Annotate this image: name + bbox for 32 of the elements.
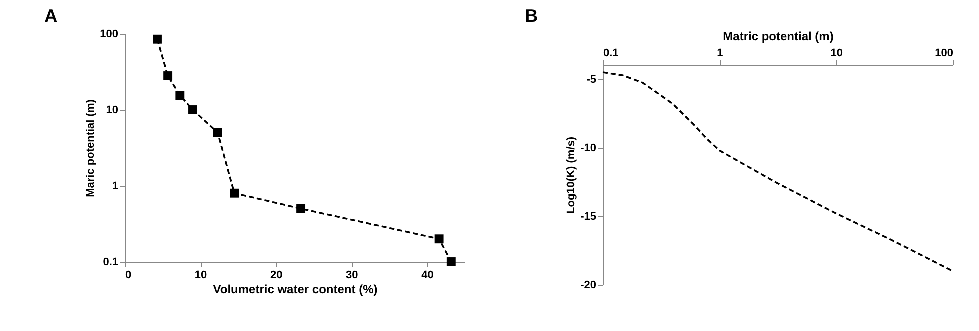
chart-title: B xyxy=(525,6,538,26)
point xyxy=(213,128,222,138)
chart-title: A xyxy=(44,6,58,26)
y-tick-label: -20 xyxy=(580,280,596,292)
y-tick-label: 0.1 xyxy=(103,256,118,268)
x-axis-title: Volumetric water content (%) xyxy=(213,282,378,296)
y-tick-label: 100 xyxy=(100,28,118,40)
point xyxy=(446,258,456,266)
point xyxy=(230,188,240,198)
x-tick-label: 1 xyxy=(717,48,724,60)
point xyxy=(434,234,444,244)
x-tick-label: 0 xyxy=(126,270,132,282)
x-axis-title: Matric potential (m) xyxy=(723,30,834,44)
point xyxy=(164,72,173,80)
point xyxy=(176,91,185,100)
y-axis-title: Log10(K) (m/s) xyxy=(566,136,578,214)
x-tick-label: 40 xyxy=(422,270,434,282)
x-tick-label: 20 xyxy=(270,270,283,282)
point xyxy=(188,106,198,114)
y-tick-label: -15 xyxy=(580,210,596,223)
x-tick-label: 10 xyxy=(830,48,843,60)
y-tick-label: -10 xyxy=(580,142,596,154)
y-tick-label: 1 xyxy=(112,180,118,192)
x-tick-label: 30 xyxy=(346,270,358,282)
y-tick-label: 10 xyxy=(106,104,118,116)
point xyxy=(153,34,162,44)
x-tick-label: 100 xyxy=(935,48,954,60)
y-tick-label: -5 xyxy=(586,74,596,86)
x-tick-label: 10 xyxy=(194,270,208,282)
point xyxy=(296,204,306,214)
x-tick-label: 0.1 xyxy=(604,48,619,60)
y-axis-title: Maric potential (m) xyxy=(85,99,98,198)
